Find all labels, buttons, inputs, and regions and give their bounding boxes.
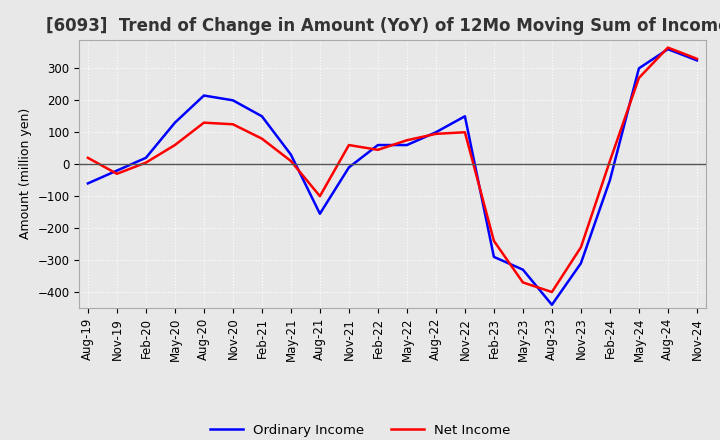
Ordinary Income — [199, 93, 208, 98]
Net Income — [664, 45, 672, 50]
Net Income — [315, 194, 324, 199]
Net Income — [228, 121, 237, 127]
Net Income — [548, 290, 557, 295]
Ordinary Income — [228, 98, 237, 103]
Net Income — [606, 158, 614, 164]
Ordinary Income — [315, 211, 324, 216]
Y-axis label: Amount (million yen): Amount (million yen) — [19, 108, 32, 239]
Net Income — [402, 138, 411, 143]
Net Income — [518, 280, 527, 285]
Ordinary Income — [431, 130, 440, 135]
Ordinary Income — [664, 47, 672, 52]
Ordinary Income — [287, 152, 295, 157]
Ordinary Income — [577, 260, 585, 266]
Net Income — [112, 171, 121, 176]
Ordinary Income — [402, 143, 411, 148]
Net Income — [374, 147, 382, 153]
Ordinary Income — [518, 267, 527, 272]
Net Income — [577, 245, 585, 250]
Title: [6093]  Trend of Change in Amount (YoY) of 12Mo Moving Sum of Incomes: [6093] Trend of Change in Amount (YoY) o… — [45, 17, 720, 35]
Ordinary Income — [634, 66, 643, 71]
Ordinary Income — [490, 254, 498, 260]
Ordinary Income — [461, 114, 469, 119]
Net Income — [199, 120, 208, 125]
Net Income — [634, 75, 643, 81]
Ordinary Income — [374, 143, 382, 148]
Ordinary Income — [112, 168, 121, 173]
Line: Net Income: Net Income — [88, 48, 697, 292]
Net Income — [693, 56, 701, 62]
Ordinary Income — [606, 178, 614, 183]
Net Income — [431, 131, 440, 136]
Line: Ordinary Income: Ordinary Income — [88, 49, 697, 305]
Net Income — [287, 158, 295, 164]
Legend: Ordinary Income, Net Income: Ordinary Income, Net Income — [204, 418, 516, 440]
Net Income — [142, 160, 150, 165]
Ordinary Income — [693, 58, 701, 63]
Net Income — [490, 238, 498, 244]
Ordinary Income — [84, 181, 92, 186]
Net Income — [461, 130, 469, 135]
Net Income — [345, 143, 354, 148]
Net Income — [84, 155, 92, 161]
Net Income — [258, 136, 266, 141]
Ordinary Income — [345, 165, 354, 170]
Net Income — [171, 143, 179, 148]
Ordinary Income — [548, 302, 557, 308]
Ordinary Income — [258, 114, 266, 119]
Ordinary Income — [142, 155, 150, 161]
Ordinary Income — [171, 120, 179, 125]
